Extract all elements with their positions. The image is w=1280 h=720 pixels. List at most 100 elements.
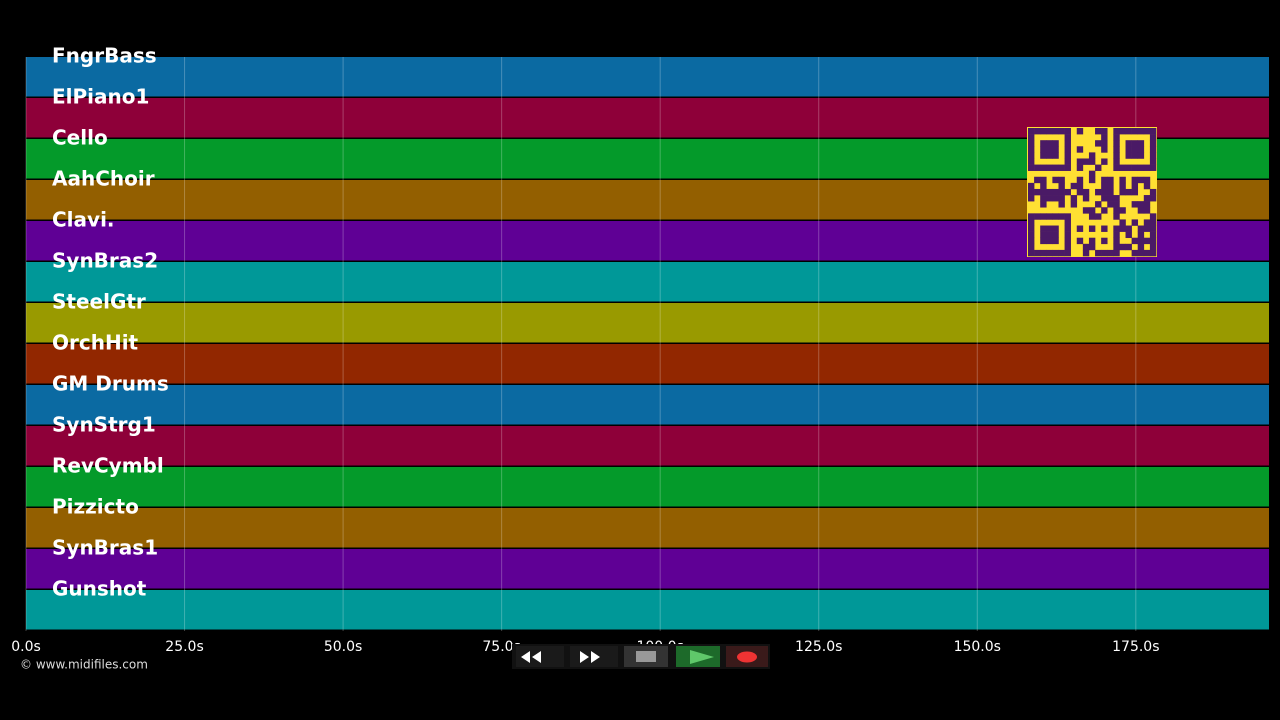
- qr-cell: [1131, 201, 1139, 208]
- qr-cell: [1028, 152, 1035, 159]
- controls: [512, 644, 770, 669]
- qr-cell: [1131, 237, 1139, 245]
- qr-cell: [1046, 140, 1053, 147]
- qr-cell: [1131, 128, 1139, 135]
- qr-cell: [1052, 140, 1059, 147]
- qr-cell: [1149, 249, 1157, 257]
- qr-cell: [1107, 188, 1114, 196]
- track-name: AahChoir: [52, 167, 155, 191]
- qr-cell: [1137, 249, 1145, 257]
- qr-cell: [1101, 134, 1108, 141]
- qr-cell: [1040, 201, 1047, 208]
- stop-button[interactable]: [624, 646, 668, 667]
- qr-cell: [1028, 219, 1035, 226]
- qr-cell: [1052, 249, 1059, 257]
- track-lane: [26, 57, 1269, 97]
- qr-cell: [1082, 188, 1090, 196]
- qr-cell: [1113, 249, 1120, 257]
- qr-cell: [1028, 140, 1035, 147]
- qr-cell: [1149, 213, 1157, 220]
- track-name: SynBras2: [52, 249, 158, 273]
- track-lane: [26, 303, 1269, 343]
- tick-label: 25.0s: [165, 639, 203, 655]
- qr-cell: [1131, 164, 1139, 171]
- qr-cell: [1046, 152, 1053, 159]
- qr-cell: [1028, 182, 1035, 190]
- track-name: SynStrg1: [52, 413, 156, 437]
- track-name: Pizzicto: [52, 495, 139, 519]
- qr-cell: [1137, 164, 1145, 171]
- qr-cell: [1040, 237, 1047, 245]
- qr-cell: [1113, 225, 1120, 232]
- qr-cell: [1113, 207, 1120, 214]
- qr-cell: [1028, 213, 1035, 220]
- qr-cell: [1101, 249, 1108, 257]
- qr-cell: [1101, 225, 1108, 232]
- qr-cell: [1149, 195, 1157, 202]
- play-button[interactable]: [676, 646, 720, 667]
- qr-cell: [1125, 146, 1132, 153]
- qr-cell: [1058, 176, 1065, 184]
- qr-cell: [1064, 231, 1071, 239]
- qr-cell: [1058, 128, 1065, 135]
- qr-cell: [1149, 219, 1157, 226]
- qr-cell: [1149, 243, 1157, 251]
- qr-cell: [1113, 146, 1120, 153]
- qr-cell: [1101, 237, 1108, 245]
- qr-cell: [1107, 201, 1114, 208]
- qr-cell: [1119, 176, 1126, 184]
- qr-cell: [1064, 249, 1071, 257]
- qr-cell: [1076, 164, 1084, 171]
- qr-cell: [1034, 164, 1041, 171]
- qr-cell: [1076, 182, 1084, 190]
- qr-cell: [1143, 195, 1151, 202]
- qr-cell: [1058, 195, 1065, 202]
- qr-cell: [1107, 182, 1114, 190]
- qr-cell: [1076, 188, 1084, 196]
- qr-cell: [1101, 207, 1108, 214]
- qr-cell: [1064, 158, 1071, 165]
- track-name: SynBras1: [52, 536, 158, 560]
- qr-cell: [1143, 219, 1151, 226]
- qr-cell: [1113, 164, 1120, 171]
- qr-cell: [1040, 152, 1047, 159]
- qr-cell: [1149, 140, 1157, 147]
- qr-cell: [1149, 146, 1157, 153]
- qr-cell: [1076, 225, 1084, 232]
- qr-cell: [1052, 225, 1059, 232]
- qr-cell: [1028, 237, 1035, 245]
- qr-cell: [1143, 237, 1151, 245]
- qr-cell: [1113, 237, 1120, 245]
- track-name: SteelGtr: [52, 290, 146, 314]
- tick-label: 0.0s: [11, 639, 41, 655]
- qr-code: [1027, 127, 1157, 257]
- qr-cell: [1143, 176, 1151, 184]
- qr-cell: [1082, 158, 1090, 165]
- qr-cell: [1082, 243, 1090, 251]
- qr-cell: [1064, 146, 1071, 153]
- qr-cell: [1101, 188, 1108, 196]
- qr-cell: [1064, 128, 1071, 135]
- qr-cell: [1082, 207, 1090, 214]
- qr-cell: [1064, 213, 1071, 220]
- qr-cell: [1040, 231, 1047, 239]
- forward-button[interactable]: [570, 646, 618, 667]
- qr-cell: [1052, 213, 1059, 220]
- qr-cell: [1143, 201, 1151, 208]
- qr-cell: [1046, 128, 1053, 135]
- qr-cell: [1064, 152, 1071, 159]
- qr-cell: [1076, 128, 1084, 135]
- qr-cell: [1058, 201, 1065, 208]
- track-name: ElPiano1: [52, 85, 149, 109]
- qr-cell: [1058, 164, 1065, 171]
- track-name: Cello: [52, 126, 108, 150]
- qr-cell: [1046, 164, 1053, 171]
- track-lane: [26, 344, 1269, 384]
- qr-cell: [1040, 213, 1047, 220]
- qr-cell: [1040, 164, 1047, 171]
- qr-cell: [1040, 249, 1047, 257]
- record-button[interactable]: [726, 646, 768, 667]
- qr-cell: [1034, 128, 1041, 135]
- rewind-button[interactable]: [516, 646, 564, 667]
- qr-cell: [1046, 237, 1053, 245]
